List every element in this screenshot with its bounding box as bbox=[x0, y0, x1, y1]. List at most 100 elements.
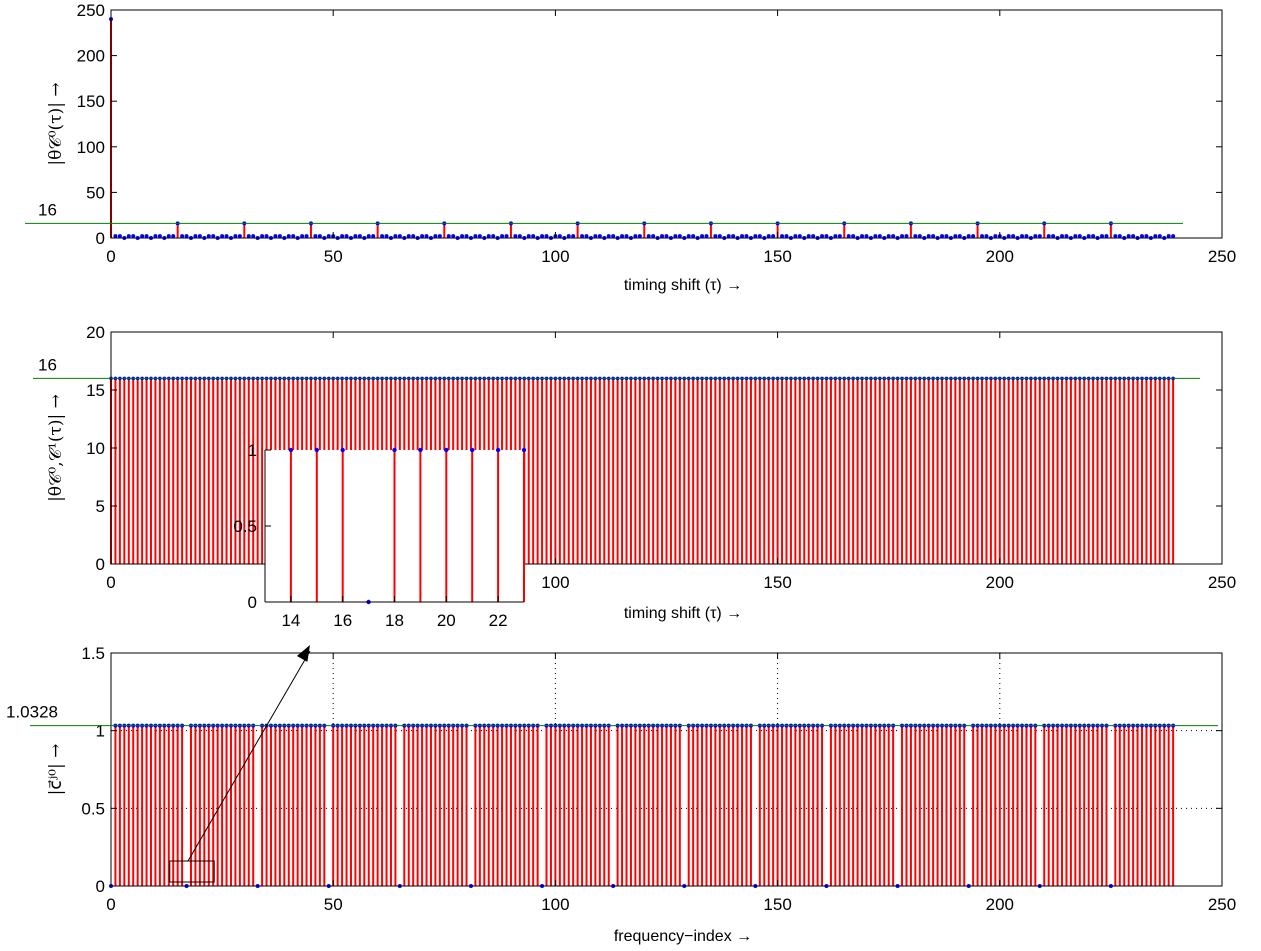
x-tick-label: 16 bbox=[333, 611, 352, 630]
y-axis-label: |θ𝒞⁰(τ)| → bbox=[46, 82, 66, 165]
x-axis-label: timing shift (τ) → bbox=[624, 605, 742, 622]
stem-marker bbox=[953, 234, 958, 239]
stem-marker bbox=[206, 234, 211, 239]
stem-marker bbox=[544, 234, 549, 239]
stem-marker bbox=[211, 234, 216, 239]
stem-marker bbox=[1126, 234, 1131, 239]
stem-marker bbox=[886, 234, 891, 239]
spectrum-panel: 0 50 100 150 200 250 0 0.5 1 1.5 1.0328 frequency… bbox=[6, 644, 1236, 945]
stem-marker bbox=[317, 234, 322, 239]
stem-marker bbox=[620, 234, 625, 239]
y-tick-label: 0 bbox=[248, 593, 257, 612]
stem-marker bbox=[771, 234, 776, 239]
stem-marker bbox=[166, 234, 171, 239]
x-tick-label: 250 bbox=[1208, 895, 1236, 914]
y-tick-label: 250 bbox=[77, 1, 105, 20]
stem-marker bbox=[495, 447, 501, 453]
stem-marker bbox=[966, 234, 971, 239]
stem-marker bbox=[731, 234, 736, 239]
y-axis-label: |c⃗ʲ⁰| → bbox=[46, 744, 66, 796]
stem-marker bbox=[540, 234, 545, 239]
ticks: 14 16 18 20 22 0 0.5 1 bbox=[233, 441, 524, 630]
stem-marker bbox=[660, 234, 665, 239]
stem-marker bbox=[171, 234, 176, 239]
x-tick-label: 150 bbox=[763, 247, 791, 266]
x-tick-label: 18 bbox=[385, 611, 404, 630]
stem-marker bbox=[597, 234, 602, 239]
stem-marker bbox=[571, 234, 576, 239]
stem-marker bbox=[1033, 234, 1038, 239]
stem-marker bbox=[873, 234, 878, 239]
stem-marker bbox=[984, 234, 989, 239]
stem-marker bbox=[566, 234, 571, 239]
stem-marker bbox=[491, 234, 496, 239]
y-tick-label: 0.5 bbox=[81, 799, 105, 818]
stem-marker bbox=[1006, 234, 1011, 239]
y-tick-label: 10 bbox=[86, 439, 105, 458]
stem-marker bbox=[314, 447, 319, 453]
stem-marker bbox=[1051, 234, 1056, 239]
stem-marker bbox=[353, 234, 358, 239]
stem-marker bbox=[113, 234, 118, 239]
stem-marker bbox=[753, 234, 758, 239]
stem-marker bbox=[477, 234, 482, 239]
stem-marker bbox=[184, 234, 189, 239]
stem-marker bbox=[1131, 234, 1136, 239]
stem-marker bbox=[766, 234, 771, 239]
stem-marker bbox=[437, 234, 442, 239]
stem-marker bbox=[521, 447, 527, 453]
stem-marker bbox=[1166, 234, 1171, 239]
stem-marker bbox=[837, 234, 842, 239]
stem-marker bbox=[504, 234, 509, 239]
stem-marker bbox=[851, 234, 856, 239]
stem-marker bbox=[940, 234, 945, 239]
stem-marker bbox=[993, 234, 998, 239]
stem-marker bbox=[757, 234, 762, 239]
stem-marker bbox=[140, 234, 145, 239]
stem-marker bbox=[891, 234, 896, 239]
stem-marker bbox=[371, 234, 376, 239]
stem-marker bbox=[470, 447, 475, 453]
zoom-arrow bbox=[187, 650, 311, 862]
stem-marker bbox=[971, 234, 976, 239]
stem-marker bbox=[220, 234, 225, 239]
stem-marker bbox=[444, 447, 449, 453]
stem-marker bbox=[673, 234, 678, 239]
stem-marker bbox=[251, 234, 256, 239]
stem-marker bbox=[704, 234, 709, 239]
reference-label: 1.0328 bbox=[6, 703, 58, 722]
x-tick-label: 0 bbox=[106, 247, 115, 266]
stem-marker bbox=[864, 234, 869, 239]
stem-marker bbox=[340, 447, 345, 453]
stem-marker bbox=[1144, 234, 1149, 239]
stem-marker bbox=[557, 234, 562, 239]
stem-marker bbox=[366, 234, 371, 239]
stem-marker bbox=[277, 234, 282, 239]
stem-marker bbox=[406, 234, 411, 239]
y-tick-label: 1.5 bbox=[81, 644, 105, 663]
stem-marker bbox=[624, 234, 629, 239]
stem-marker bbox=[153, 234, 158, 239]
stem-marker bbox=[980, 234, 985, 239]
stem-marker bbox=[126, 234, 131, 239]
stem-marker bbox=[131, 234, 136, 239]
stem-marker bbox=[584, 234, 589, 239]
stem-marker bbox=[917, 234, 922, 239]
stem-marker bbox=[877, 234, 882, 239]
stem-marker bbox=[580, 234, 585, 239]
x-tick-label: 100 bbox=[541, 573, 569, 592]
stem-marker bbox=[500, 234, 505, 239]
stem-marker bbox=[833, 234, 838, 239]
y-tick-label: 200 bbox=[77, 47, 105, 66]
stem-marker bbox=[237, 234, 242, 239]
y-axis-label: |θ𝒞⁰,𝒞¹(τ)| → bbox=[46, 394, 66, 502]
stem-marker bbox=[651, 234, 656, 239]
stem-marker bbox=[531, 234, 536, 239]
stem-marker bbox=[392, 447, 397, 453]
stem-marker bbox=[117, 234, 122, 239]
stem-marker bbox=[824, 234, 829, 239]
x-tick-label: 200 bbox=[986, 247, 1014, 266]
y-tick-label: 50 bbox=[86, 183, 105, 202]
stem-marker bbox=[286, 234, 291, 239]
stem-marker bbox=[393, 234, 398, 239]
